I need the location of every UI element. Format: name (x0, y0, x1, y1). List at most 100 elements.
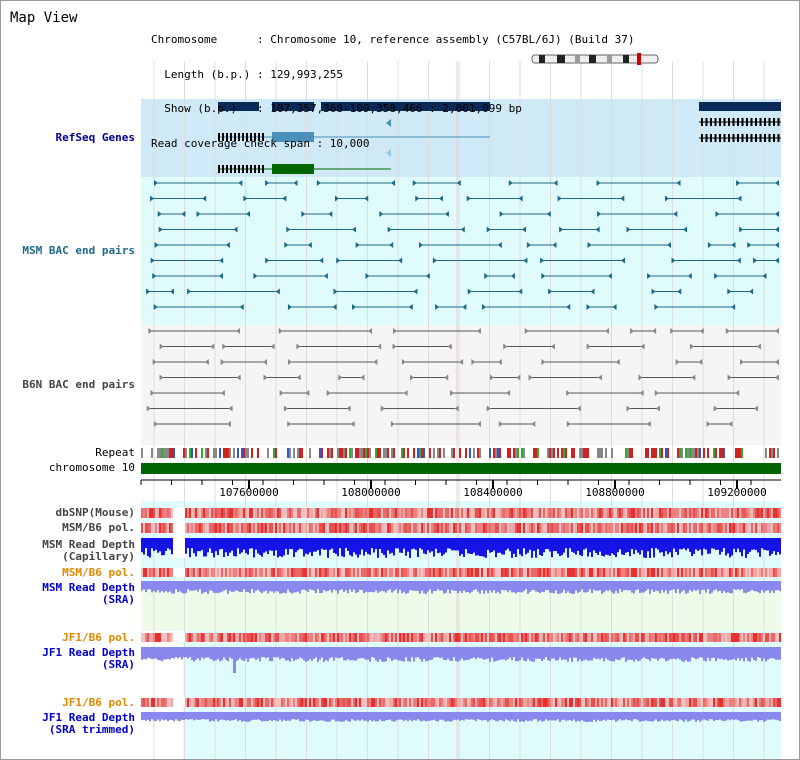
msm-depth-cap-bar (637, 538, 639, 553)
msm-depth-sra-bar (645, 581, 647, 591)
msm-depth-cap-bar (389, 538, 391, 554)
msm-pol-band (205, 523, 207, 533)
msm-depth-cap-bar (313, 538, 315, 552)
msm-pol-band (199, 523, 201, 533)
msm-depth-sra-bar (325, 581, 327, 592)
msm-depth-cap-bar (749, 538, 751, 552)
dbsnp-band (399, 508, 401, 518)
jf1-pol-2-band (247, 698, 249, 707)
msm-pol-2-band (393, 568, 395, 577)
dbsnp-band (201, 508, 203, 518)
jf1-depth-bar (177, 647, 179, 659)
msm-depth-sra-bar (651, 581, 653, 590)
msm-pol-2-band (249, 568, 251, 577)
jf1-trim-bar (181, 712, 183, 720)
repeat-block (363, 448, 365, 458)
b6n-bac-pair (531, 421, 536, 427)
jf1-trim-bar (747, 712, 749, 721)
jf1-trim-bar (625, 712, 627, 720)
jf1-pol-band (315, 633, 317, 642)
msm-depth-cap-bar (779, 538, 781, 555)
jf1-trim-bar (653, 712, 655, 721)
msm-pol-2-band (395, 568, 397, 577)
msm-pol-band (343, 523, 345, 533)
msm-pol-2-band (271, 568, 273, 577)
msm-depth-cap-bar (771, 538, 773, 554)
msm-pol-2-band (413, 568, 415, 577)
jf1-pol-band (375, 633, 377, 642)
jf1-trim-bar (223, 712, 225, 721)
msm-depth-sra-bar (447, 581, 449, 590)
dbsnp-band (701, 508, 703, 518)
msm-depth-sra-bar (681, 581, 683, 592)
b6n-bac-pair (283, 405, 288, 412)
msm-depth-cap-bar (467, 538, 469, 554)
msm-depth-sra-bar (309, 581, 311, 590)
jf1-pol-band (759, 633, 761, 642)
jf1-depth-bar (675, 647, 677, 660)
jf1-depth-bar (399, 647, 401, 661)
jf1-pol-2-band (491, 698, 493, 707)
msm-pol-band (457, 523, 459, 533)
msm-pol-2-band (583, 568, 585, 577)
msm-depth-sra-bar (545, 581, 547, 590)
msm-depth-sra-bar (467, 581, 469, 593)
jf1-pol-2-band (293, 698, 295, 707)
msm-pol-band (473, 523, 475, 533)
refseq-exon (230, 133, 232, 141)
jf1-trim-bar (407, 712, 409, 722)
msm-depth-sra-bar (357, 581, 359, 593)
jf1-depth-bar (457, 647, 459, 662)
dbsnp-band (257, 508, 259, 518)
msm-bac-pair (540, 257, 545, 264)
repeat-block (773, 448, 775, 458)
jf1-depth-bar (407, 647, 409, 662)
msm-bac-pair (225, 242, 230, 248)
msm-depth-cap-bar (369, 538, 371, 555)
msm-pol-2-band (689, 568, 691, 577)
jf1-depth-bar (717, 647, 719, 659)
msm-pol-band (499, 523, 501, 533)
jf1-trim-bar (265, 712, 267, 722)
msm-pol-band (479, 523, 481, 533)
refseq-exon (254, 165, 256, 173)
dbsnp-band (773, 508, 775, 518)
jf1-trim-bar (479, 712, 481, 720)
msm-pol-2-band (573, 568, 575, 577)
msm-pol-band (779, 523, 781, 533)
jf1-pol-band (599, 633, 601, 642)
chromosome-ideogram[interactable] (531, 53, 661, 65)
msm-pol-band (725, 523, 727, 533)
jf1-trim-bar (457, 712, 459, 720)
jf1-pol-band (309, 633, 311, 642)
msm-depth-cap-bar (413, 538, 415, 549)
dbsnp-band (381, 508, 383, 518)
jf1-depth-bar (367, 647, 369, 660)
repeat-block (707, 448, 709, 458)
repeat-block (237, 448, 239, 458)
jf1-depth-bar (565, 647, 567, 660)
jf1-pol-2-band (683, 698, 685, 707)
jf1-depth-bar (715, 647, 717, 662)
msm-pol-band (331, 523, 333, 533)
msm-depth-sra-bar (741, 581, 743, 590)
jf1-pol-2-band (573, 698, 575, 707)
msm-pol-2-band (723, 568, 725, 577)
msm-depth-cap-bar (161, 538, 163, 556)
repeat-block (771, 448, 773, 458)
msm-depth-sra-bar (767, 581, 769, 591)
jf1-pol-2-band (439, 698, 441, 707)
msm-pol-2-band (305, 568, 307, 577)
repeat-block (165, 448, 167, 458)
track-label-msm-depth-cap: MSM Read Depth (42, 538, 135, 551)
msm-depth-sra-bar (331, 581, 333, 593)
jf1-depth-bar (651, 647, 653, 659)
jf1-pol-band (323, 633, 325, 642)
msm-depth-cap-bar (567, 538, 569, 558)
jf1-trim-bar (727, 712, 729, 720)
msm-pol-band (375, 523, 377, 533)
jf1-depth-bar (499, 647, 501, 660)
msm-bac-pair (548, 288, 553, 295)
msm-pol-band (635, 523, 637, 533)
